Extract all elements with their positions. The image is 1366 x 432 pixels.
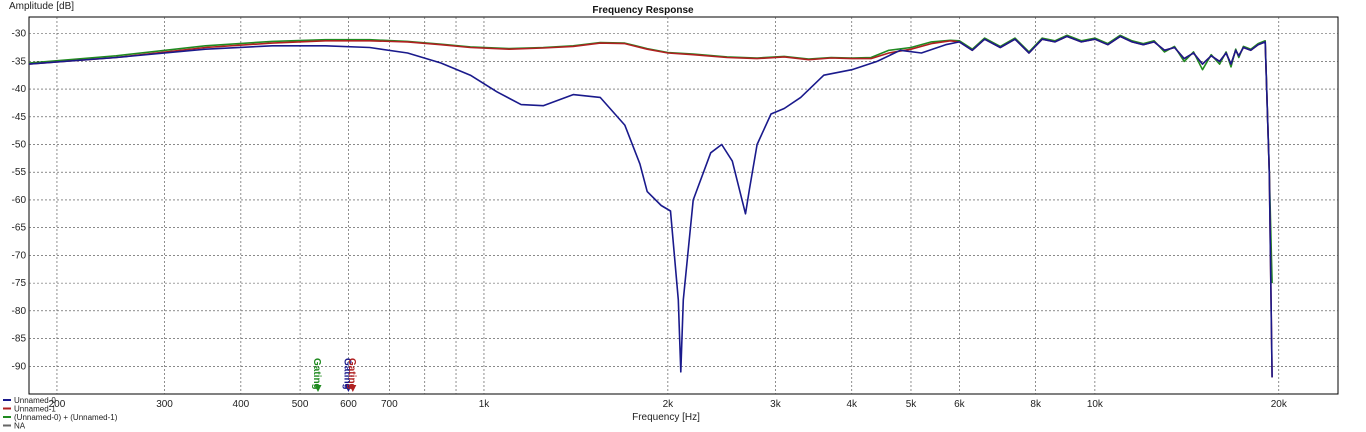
series-line	[28, 35, 1273, 378]
y-axis-label: Amplitude [dB]	[9, 1, 74, 12]
y-tick-label: -80	[12, 306, 27, 317]
x-tick-label: 700	[381, 399, 398, 410]
y-tick-label: -50	[12, 140, 27, 151]
gating-marker-label: Gating	[311, 358, 322, 390]
y-axis-ticks: -30 -35 -40 -45 -50 -55 -60 -65 -70 -75 -80 -85 -90	[12, 29, 27, 373]
x-tick-label: 4k	[846, 399, 858, 410]
gating-marker-label: Gating	[341, 358, 352, 390]
x-tick-label: 3k	[770, 399, 782, 410]
gating-marker-triangle	[314, 385, 322, 392]
y-tick-label: -60	[12, 195, 27, 206]
gating-marker-triangle	[344, 385, 352, 392]
y-tick-label: -75	[12, 278, 27, 289]
y-tick-label: -90	[12, 361, 27, 372]
legend-entry: Unnamed-1	[14, 405, 56, 414]
x-tick-label: 2k	[663, 399, 675, 410]
legend-entry: NA	[14, 422, 26, 431]
x-axis-label: Frequency [Hz]	[632, 412, 700, 423]
x-tick-label: 6k	[954, 399, 966, 410]
legend-entry: (Unnamed-0) + (Unnamed-1)	[14, 413, 118, 422]
plot-area-frame	[28, 16, 1339, 395]
x-tick-label: 400	[233, 399, 250, 410]
grid	[29, 17, 1338, 394]
chart-title: Frequency Response	[592, 5, 694, 16]
x-tick-label: 20k	[1271, 399, 1288, 410]
y-tick-label: -85	[12, 334, 27, 345]
y-tick-label: -45	[12, 112, 27, 123]
x-tick-label: 600	[340, 399, 357, 410]
gating-marker-label: Gating	[346, 358, 357, 390]
x-tick-label: 1k	[479, 399, 491, 410]
x-axis-ticks: 200 300 400 500 600 700 1k 2k 3k 4k 5k 6k 8k 10k 20k	[49, 399, 1288, 410]
series-lines	[28, 34, 1273, 378]
x-tick-label: 300	[156, 399, 173, 410]
y-tick-label: -40	[12, 84, 27, 95]
y-tick-label: -55	[12, 167, 27, 178]
y-tick-label: -70	[12, 250, 27, 261]
x-tick-label: 8k	[1030, 399, 1042, 410]
x-tick-label: 5k	[906, 399, 918, 410]
y-tick-label: -35	[12, 56, 27, 67]
y-tick-label: -30	[12, 29, 27, 40]
x-tick-label: 10k	[1087, 399, 1104, 410]
legend-entry: Unnamed-0	[14, 396, 56, 405]
x-tick-label: 200	[49, 399, 66, 410]
x-tick-label: 500	[292, 399, 309, 410]
gating-marker-triangle	[349, 385, 357, 392]
y-tick-label: -65	[12, 223, 27, 234]
